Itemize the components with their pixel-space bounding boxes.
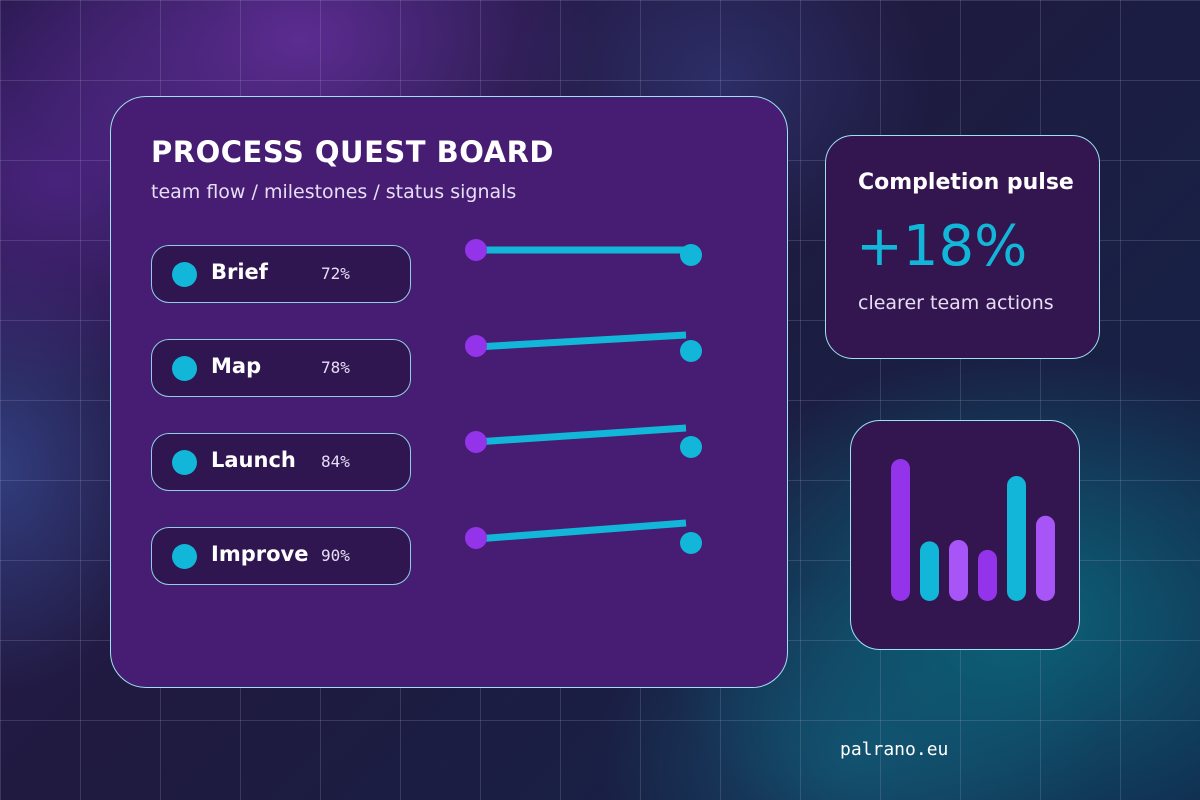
step-percent: 90% — [321, 546, 350, 565]
pulse-value: +18% — [856, 214, 1028, 279]
step-name: Launch — [211, 448, 296, 472]
step-percent: 84% — [321, 452, 350, 471]
footer-domain: palrano.eu — [840, 739, 949, 760]
track-start-dot — [465, 239, 487, 261]
step-card-brief: Brief 72% — [151, 245, 411, 303]
step-name: Improve — [211, 542, 309, 566]
step-dot-icon — [172, 262, 197, 287]
bar-chart — [891, 459, 1055, 601]
pulse-title: Completion pulse — [858, 170, 1074, 195]
bar-5 — [1007, 476, 1026, 601]
bar-chart-card — [850, 420, 1080, 650]
bar-3 — [949, 539, 968, 601]
step-percent: 72% — [321, 264, 350, 283]
bar-6 — [1036, 515, 1055, 601]
track-line — [475, 424, 687, 446]
step-percent: 78% — [321, 358, 350, 377]
step-card-improve: Improve 90% — [151, 527, 411, 585]
progress-track-improve — [465, 519, 702, 554]
board-title: PROCESS QUEST BOARD — [151, 135, 554, 169]
step-dot-icon — [172, 356, 197, 381]
step-name: Map — [211, 354, 262, 378]
track-line — [475, 519, 687, 543]
track-line — [475, 331, 687, 351]
bar-4 — [978, 549, 997, 601]
pulse-caption: clearer team actions — [858, 292, 1054, 314]
track-start-dot — [465, 527, 487, 549]
track-end-dot — [680, 436, 702, 458]
progress-track-brief — [465, 239, 702, 266]
bar-1 — [891, 459, 910, 601]
progress-track-map — [465, 331, 702, 362]
progress-track-launch — [465, 424, 702, 458]
track-start-dot — [465, 431, 487, 453]
track-start-dot — [465, 335, 487, 357]
board-subtitle: team flow / milestones / status signals — [151, 181, 517, 203]
step-name: Brief — [211, 260, 268, 284]
track-end-dot — [680, 340, 702, 362]
step-dot-icon — [172, 450, 197, 475]
step-card-launch: Launch 84% — [151, 433, 411, 491]
track-end-dot — [680, 532, 702, 554]
process-quest-board: PROCESS QUEST BOARD team flow / mileston… — [110, 96, 788, 688]
step-dot-icon — [172, 544, 197, 569]
track-end-dot — [680, 244, 702, 266]
bar-2 — [920, 541, 939, 601]
completion-pulse-card: Completion pulse +18% clearer team actio… — [825, 135, 1100, 359]
progress-tracks — [465, 239, 702, 554]
step-card-map: Map 78% — [151, 339, 411, 397]
